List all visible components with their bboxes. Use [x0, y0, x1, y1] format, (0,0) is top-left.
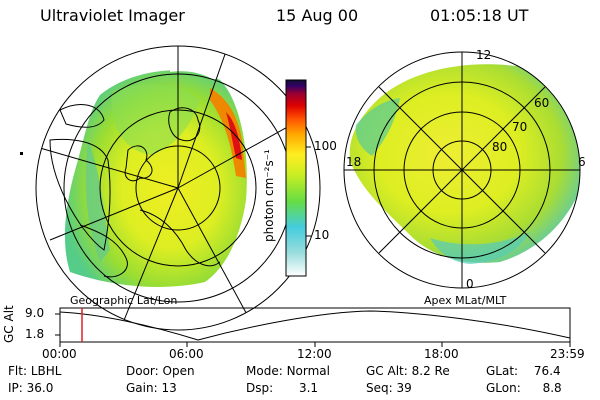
info-seq-label: Seq:	[366, 381, 393, 395]
info-door-label: Door:	[126, 364, 159, 378]
info-glon-label: GLon:	[486, 381, 521, 395]
info-door-value: Open	[162, 364, 195, 378]
mlt-label-6: 6	[578, 155, 586, 169]
stray-dot	[20, 152, 23, 155]
info-flt-value: LBHL	[30, 364, 62, 378]
info-gc-alt-value: 8.2 Re	[411, 364, 450, 378]
info-flt-label: Flt:	[8, 364, 27, 378]
info-gain-value: 13	[161, 381, 177, 395]
info-ip-label: IP:	[8, 381, 23, 395]
mlt-label-18: 18	[346, 155, 362, 169]
instrument-title: Ultraviolet Imager	[40, 6, 185, 25]
apex-polar-plot	[343, 51, 581, 289]
info-dsp-value: 3.1	[298, 381, 319, 395]
date-label: 15 Aug 00	[276, 6, 359, 25]
info-gain-label: Gain:	[126, 381, 158, 395]
info-glat-value: 76.4	[533, 364, 561, 378]
info-glat: GLat: 76.4	[486, 364, 561, 378]
info-glon: GLon: 8.8	[486, 381, 562, 395]
colorbar-tick-10: 10	[314, 228, 330, 242]
left-panel-caption: Geographic Lat/Lon	[70, 294, 178, 307]
altitude-ylabel: GC Alt	[2, 305, 16, 343]
info-dsp: Dsp: 3.1	[246, 381, 318, 395]
time-label: 01:05:18 UT	[430, 6, 529, 25]
altitude-xtick-2359: 23:59	[550, 347, 585, 361]
info-gc-alt: GC Alt: 8.2 Re	[366, 364, 450, 378]
colorbar-unit-label: photon cm⁻²s⁻¹	[262, 149, 276, 242]
info-dsp-label: Dsp:	[246, 381, 274, 395]
altitude-plot	[55, 307, 571, 347]
altitude-xtick-06: 06:00	[169, 347, 204, 361]
info-glon-value: 8.8	[542, 381, 562, 395]
colorbar	[285, 79, 307, 277]
mlat-label-60: 60	[534, 96, 550, 110]
mlat-label-80: 80	[492, 140, 508, 154]
mlt-label-12: 12	[476, 48, 492, 62]
info-glat-label: GLat:	[486, 364, 519, 378]
info-flt: Flt: LBHL	[8, 364, 61, 378]
left-map-outline	[35, 45, 321, 331]
altitude-xtick-18: 18:00	[424, 347, 459, 361]
info-mode-label: Mode:	[246, 364, 283, 378]
info-seq-value: 39	[396, 381, 412, 395]
info-gain: Gain: 13	[126, 381, 177, 395]
altitude-ytick-9: 9.0	[25, 306, 45, 320]
info-ip: IP: 36.0	[8, 381, 53, 395]
info-seq: Seq: 39	[366, 381, 412, 395]
mlat-label-70: 70	[512, 120, 528, 134]
info-ip-value: 36.0	[26, 381, 54, 395]
info-mode-value: Normal	[286, 364, 330, 378]
right-panel-caption: Apex MLat/MLT	[424, 294, 507, 307]
geographic-map	[39, 46, 301, 330]
altitude-ytick-1-8: 1.8	[25, 327, 45, 341]
altitude-xtick-12: 12:00	[297, 347, 332, 361]
mlt-label-0: 0	[466, 277, 474, 291]
info-door: Door: Open	[126, 364, 195, 378]
info-gc-alt-label: GC Alt:	[366, 364, 408, 378]
colorbar-tick-100: 100	[314, 139, 337, 153]
altitude-xtick-00: 00:00	[42, 347, 77, 361]
info-mode: Mode: Normal	[246, 364, 330, 378]
